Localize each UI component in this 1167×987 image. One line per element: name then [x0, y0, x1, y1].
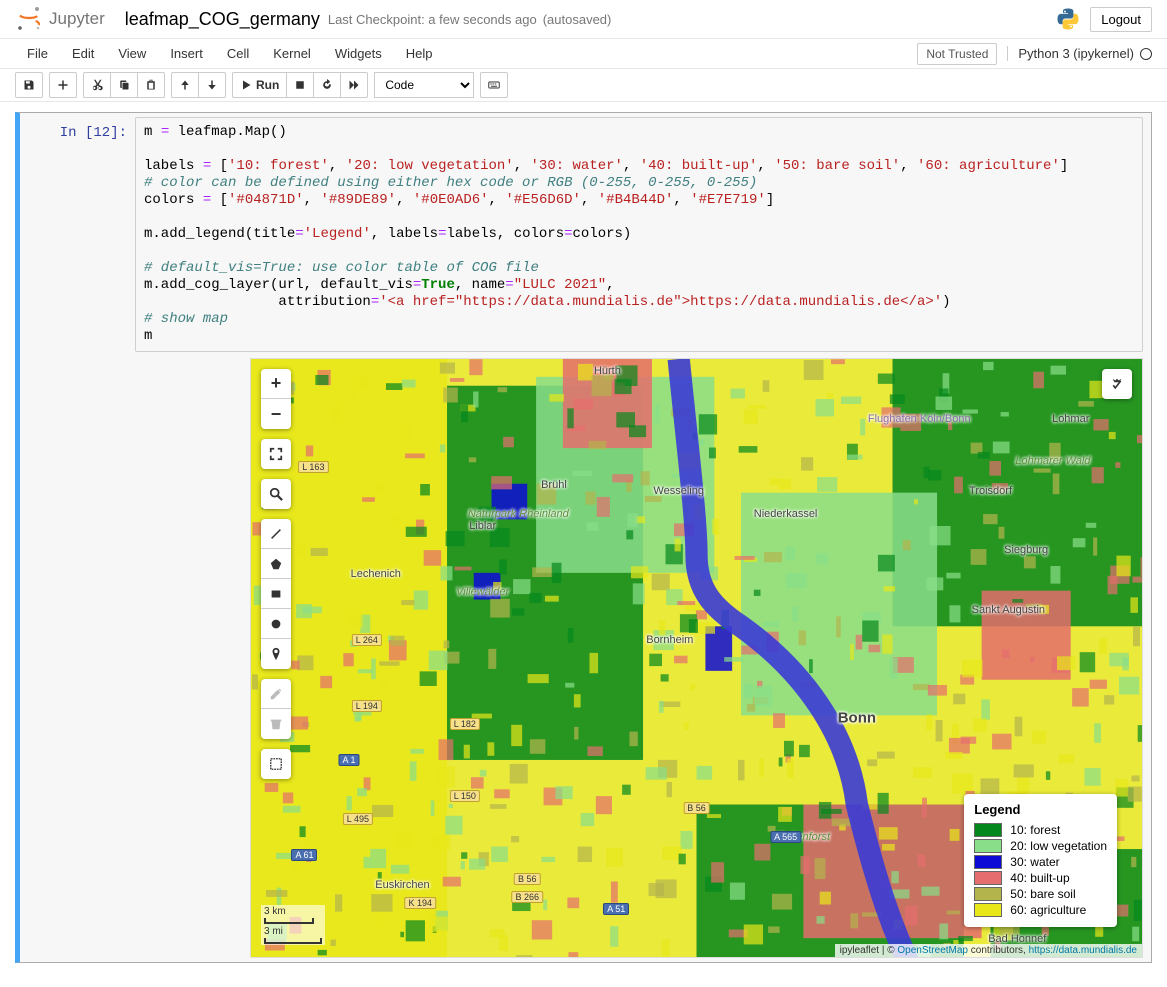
toolbar: Run Code: [0, 69, 1167, 102]
move-up-button[interactable]: [171, 72, 199, 98]
notebook-header: Jupyter leafmap_COG_germany Last Checkpo…: [0, 0, 1167, 39]
restart-run-all-button[interactable]: [340, 72, 368, 98]
menu-help[interactable]: Help: [394, 40, 445, 67]
mundialis-link[interactable]: https://data.mundialis.de: [1029, 945, 1137, 956]
output-area: HürthBrühlWesselingLiblarNaturpark Rhein…: [250, 358, 1143, 958]
notebook-container: In [12]: m = leafmap.Map() labels = ['10…: [0, 102, 1167, 987]
run-button[interactable]: Run: [232, 72, 287, 98]
osm-link[interactable]: OpenStreetMap: [897, 945, 968, 956]
edit-shapes-button[interactable]: [261, 679, 291, 709]
toolbar-settings-button[interactable]: [1102, 369, 1132, 399]
legend-label: 50: bare soil: [1010, 887, 1075, 901]
draw-marker-button[interactable]: [261, 639, 291, 669]
autosave-status: (autosaved): [543, 12, 612, 27]
draw-rectangle-button[interactable]: [261, 579, 291, 609]
legend-row: 10: forest: [974, 823, 1107, 837]
legend-row: 20: low vegetation: [974, 839, 1107, 853]
input-prompt: In [12]:: [20, 117, 135, 958]
interrupt-button[interactable]: [286, 72, 314, 98]
legend-swatch: [974, 823, 1002, 837]
delete-shapes-button[interactable]: [261, 709, 291, 739]
legend-label: 20: low vegetation: [1010, 839, 1107, 853]
legend-label: 30: water: [1010, 855, 1059, 869]
kernel-indicator-icon: [1140, 48, 1152, 60]
menu-insert[interactable]: Insert: [158, 40, 215, 67]
run-label: Run: [256, 78, 279, 92]
search-button[interactable]: [261, 479, 291, 509]
code-input-area[interactable]: m = leafmap.Map() labels = ['10: forest'…: [135, 117, 1143, 352]
legend-title: Legend: [974, 802, 1107, 817]
legend-row: 60: agriculture: [974, 903, 1107, 917]
legend-swatch: [974, 903, 1002, 917]
legend-swatch: [974, 871, 1002, 885]
jupyter-word: Jupyter: [49, 9, 105, 29]
cut-button[interactable]: [83, 72, 111, 98]
zoom-out-button[interactable]: −: [261, 399, 291, 429]
legend-label: 40: built-up: [1010, 871, 1069, 885]
draw-circle-button[interactable]: [261, 609, 291, 639]
legend-row: 50: bare soil: [974, 887, 1107, 901]
jupyter-logo[interactable]: Jupyter: [15, 5, 105, 33]
notebook-name[interactable]: leafmap_COG_germany: [125, 9, 320, 30]
legend-swatch: [974, 887, 1002, 901]
checkpoint-status: Last Checkpoint: a few seconds ago: [328, 12, 537, 27]
draw-polygon-button[interactable]: [261, 549, 291, 579]
menu-file[interactable]: File: [15, 40, 60, 67]
legend-label: 60: agriculture: [1010, 903, 1086, 917]
python-logo-icon: [1056, 7, 1080, 31]
menu-cell[interactable]: Cell: [215, 40, 261, 67]
not-trusted-button[interactable]: Not Trusted: [917, 43, 997, 65]
command-palette-button[interactable]: [480, 72, 508, 98]
map-attribution: ipyleaflet | © OpenStreetMap contributor…: [835, 944, 1142, 957]
legend-swatch: [974, 839, 1002, 853]
legend-row: 40: built-up: [974, 871, 1107, 885]
menu-widgets[interactable]: Widgets: [323, 40, 394, 67]
save-button[interactable]: [15, 72, 43, 98]
scale-control: 3 km 3 mi: [261, 905, 325, 945]
copy-button[interactable]: [110, 72, 138, 98]
insert-cell-button[interactable]: [49, 72, 77, 98]
legend-label: 10: forest: [1010, 823, 1060, 837]
draw-line-button[interactable]: [261, 519, 291, 549]
logout-button[interactable]: Logout: [1090, 7, 1152, 32]
menu-edit[interactable]: Edit: [60, 40, 106, 67]
paste-button[interactable]: [137, 72, 165, 98]
cell-type-select[interactable]: Code: [374, 72, 474, 98]
legend-row: 30: water: [974, 855, 1107, 869]
kernel-name[interactable]: Python 3 (ipykernel): [1007, 46, 1134, 61]
leaflet-map[interactable]: HürthBrühlWesselingLiblarNaturpark Rhein…: [250, 358, 1143, 958]
code-cell[interactable]: In [12]: m = leafmap.Map() labels = ['10…: [15, 112, 1152, 963]
move-down-button[interactable]: [198, 72, 226, 98]
zoom-in-button[interactable]: +: [261, 369, 291, 399]
measure-button[interactable]: [261, 749, 291, 779]
zoom-control: + −: [261, 369, 291, 429]
fullscreen-button[interactable]: [261, 439, 291, 469]
menu-kernel[interactable]: Kernel: [261, 40, 323, 67]
menubar: FileEditViewInsertCellKernelWidgetsHelp …: [0, 39, 1167, 69]
menu-view[interactable]: View: [106, 40, 158, 67]
map-legend: Legend 10: forest 20: low vegetation 30: w…: [964, 794, 1117, 927]
legend-swatch: [974, 855, 1002, 869]
restart-button[interactable]: [313, 72, 341, 98]
